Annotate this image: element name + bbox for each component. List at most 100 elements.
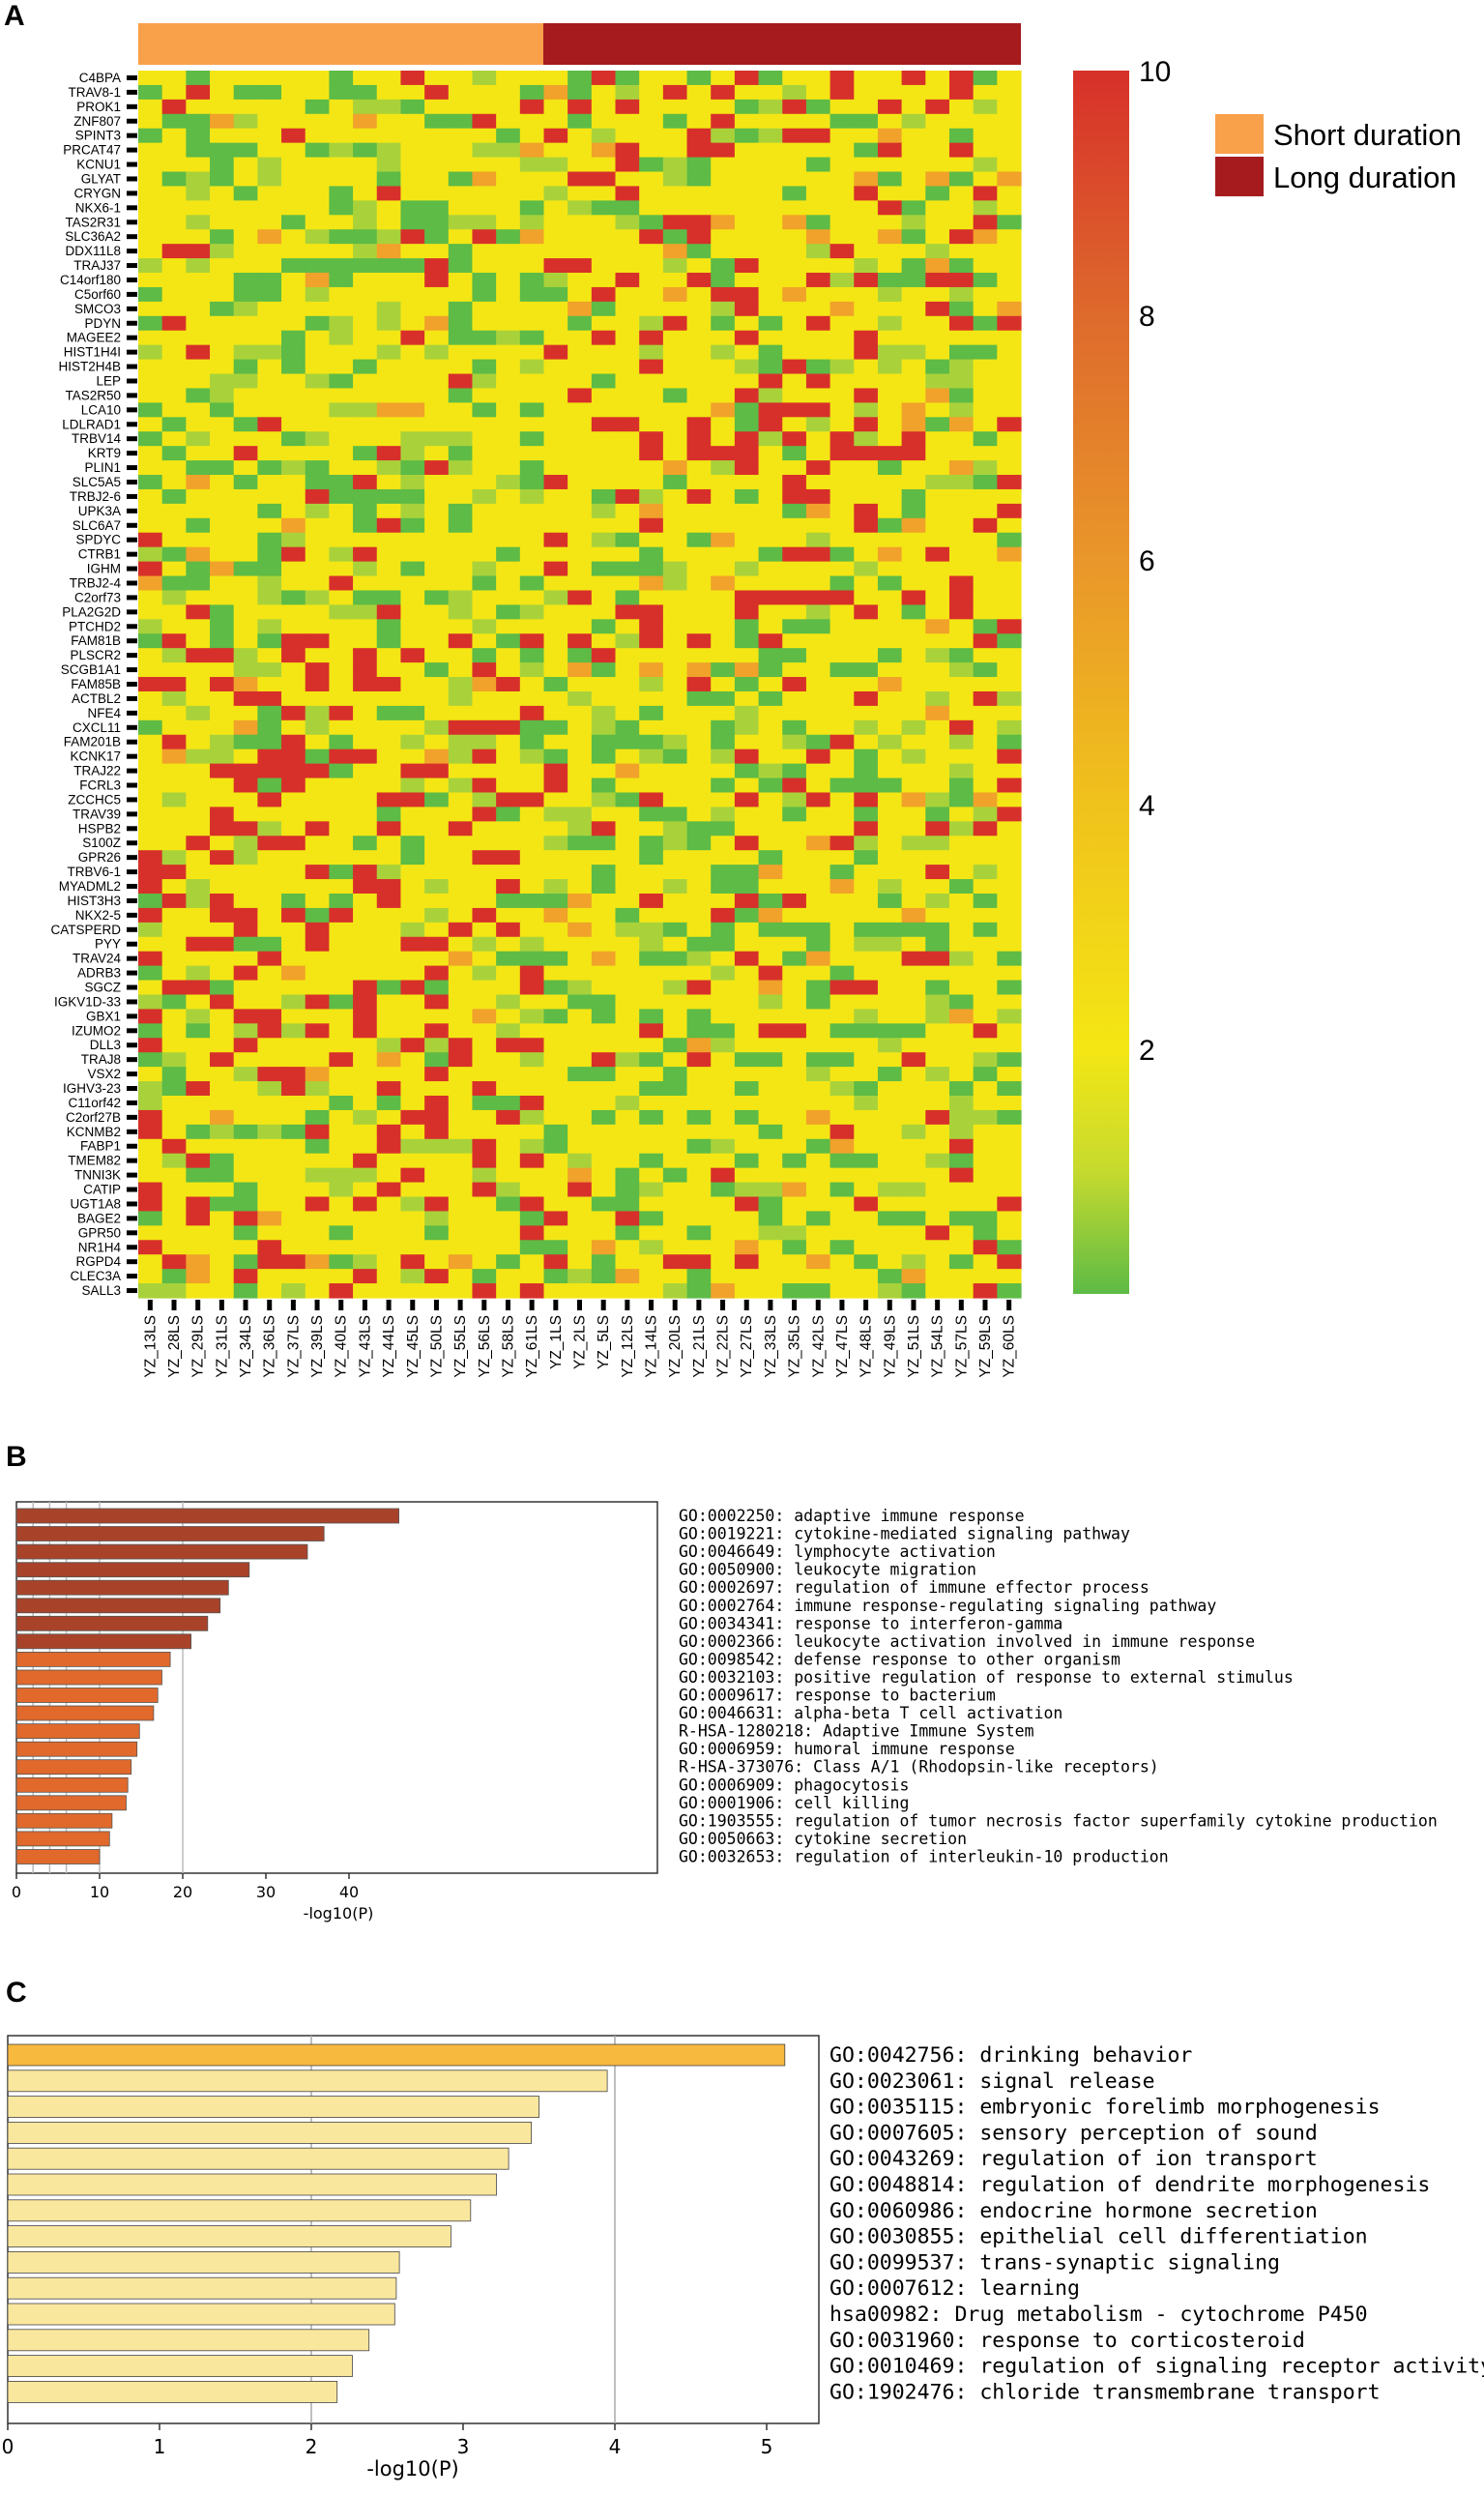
heatmap-cell [281,936,306,953]
heatmap-cell [925,258,950,274]
heatmap-cell [639,446,664,461]
heatmap-cell [734,1269,760,1284]
heatmap-cell [782,575,807,592]
heatmap-cell [973,965,998,982]
heatmap-cell [424,258,450,274]
heatmap-cell [854,200,879,216]
heatmap-cell [925,315,950,332]
heatmap-cell [496,157,521,173]
heatmap-cell [615,1009,640,1024]
heatmap-cell [305,1009,331,1024]
heatmap-cell [400,648,425,663]
sample-label: YZ_28LS [166,1315,183,1378]
heatmap-cell [400,1124,425,1140]
heatmap-cell [877,561,903,577]
heatmap-cell [925,705,950,721]
heatmap-cell [948,344,975,361]
heatmap-cell [543,778,568,794]
heatmap-cell [829,1052,855,1068]
heatmap-cell [210,1225,235,1241]
heatmap-cell [829,821,855,837]
heatmap-cell [281,836,306,851]
heatmap-cell [805,388,831,403]
gene-label: NKX6-1 [75,200,121,215]
heatmap-cell [353,893,378,909]
heatmap-cell [711,286,736,303]
heatmap-cell [782,690,807,707]
heatmap-cell [877,1038,903,1053]
heatmap-cell [734,893,760,909]
heatmap-cell [782,1138,807,1155]
sample-label: YZ_13LS [142,1315,159,1378]
heatmap-cell [615,402,640,418]
heatmap-cell [233,1009,258,1024]
heatmap-cell [424,344,450,361]
heatmap-cell [210,186,235,201]
heatmap-cell [210,1240,235,1255]
heatmap-cell [901,431,926,447]
heatmap-cell [782,315,807,332]
heatmap-cell [662,893,688,909]
heatmap-cell [973,907,998,924]
heatmap-cell [305,633,331,649]
heatmap-cell [615,1240,640,1255]
heatmap-cell [854,907,879,924]
heatmap-cell [567,229,593,245]
row-tick-mark [127,493,137,499]
heatmap-cell [257,142,282,159]
heatmap-cell [711,1196,736,1213]
heatmap-cell [877,965,903,982]
column-tick-mark [218,1300,224,1310]
heatmap-cell [233,229,258,245]
heatmap-cell [424,792,450,807]
heatmap-cell [519,417,545,432]
heatmap-cell [543,244,568,259]
heatmap-cell [997,402,1022,418]
heatmap-cell [519,865,545,880]
heatmap-cell [353,273,378,288]
heatmap-cell [496,1283,521,1299]
heatmap-cell [257,1009,282,1024]
heatmap-cell [925,836,950,851]
heatmap-cell [329,286,354,303]
heatmap-cell [805,142,831,159]
heatmap-cell [973,71,998,86]
heatmap-cell [805,488,831,505]
heatmap-cell [186,431,211,447]
heatmap-cell [877,879,903,895]
heatmap-cell [615,1138,640,1155]
heatmap-cell [829,1196,855,1213]
heatmap-cell [758,850,783,866]
heatmap-cell [639,229,664,245]
heatmap-cell [353,99,378,115]
heatmap-cell [281,1095,306,1111]
heatmap-cell [472,113,497,130]
heatmap-cell [448,273,474,288]
term-label: GO:1903555: regulation of tumor necrosis… [679,1811,1438,1830]
heatmap-cell [257,200,282,216]
heatmap-cell [734,936,760,953]
heatmap-cell [376,99,402,115]
heatmap-cell [758,1269,783,1284]
heatmap-cell [877,836,903,851]
heatmap-cell [543,705,568,721]
heatmap-cell [210,821,235,837]
heatmap-cell [925,662,950,678]
heatmap-cell [329,951,354,967]
heatmap-cell [305,907,331,924]
heatmap-cell [233,836,258,851]
heatmap-cell [424,315,450,332]
heatmap-cell [424,1153,450,1169]
sample-label: YZ_35LS [787,1315,803,1378]
heatmap-cell [877,546,903,563]
heatmap-cell [424,84,450,101]
heatmap-cell [615,619,640,634]
heatmap-cell [281,128,306,144]
heatmap-cell [615,359,640,375]
gene-label: LEP [96,373,121,388]
heatmap-cell [758,517,783,534]
row-tick-mark [127,739,137,745]
heatmap-cell [925,475,950,490]
heatmap-cell [305,604,331,620]
heatmap-cell [686,648,712,663]
